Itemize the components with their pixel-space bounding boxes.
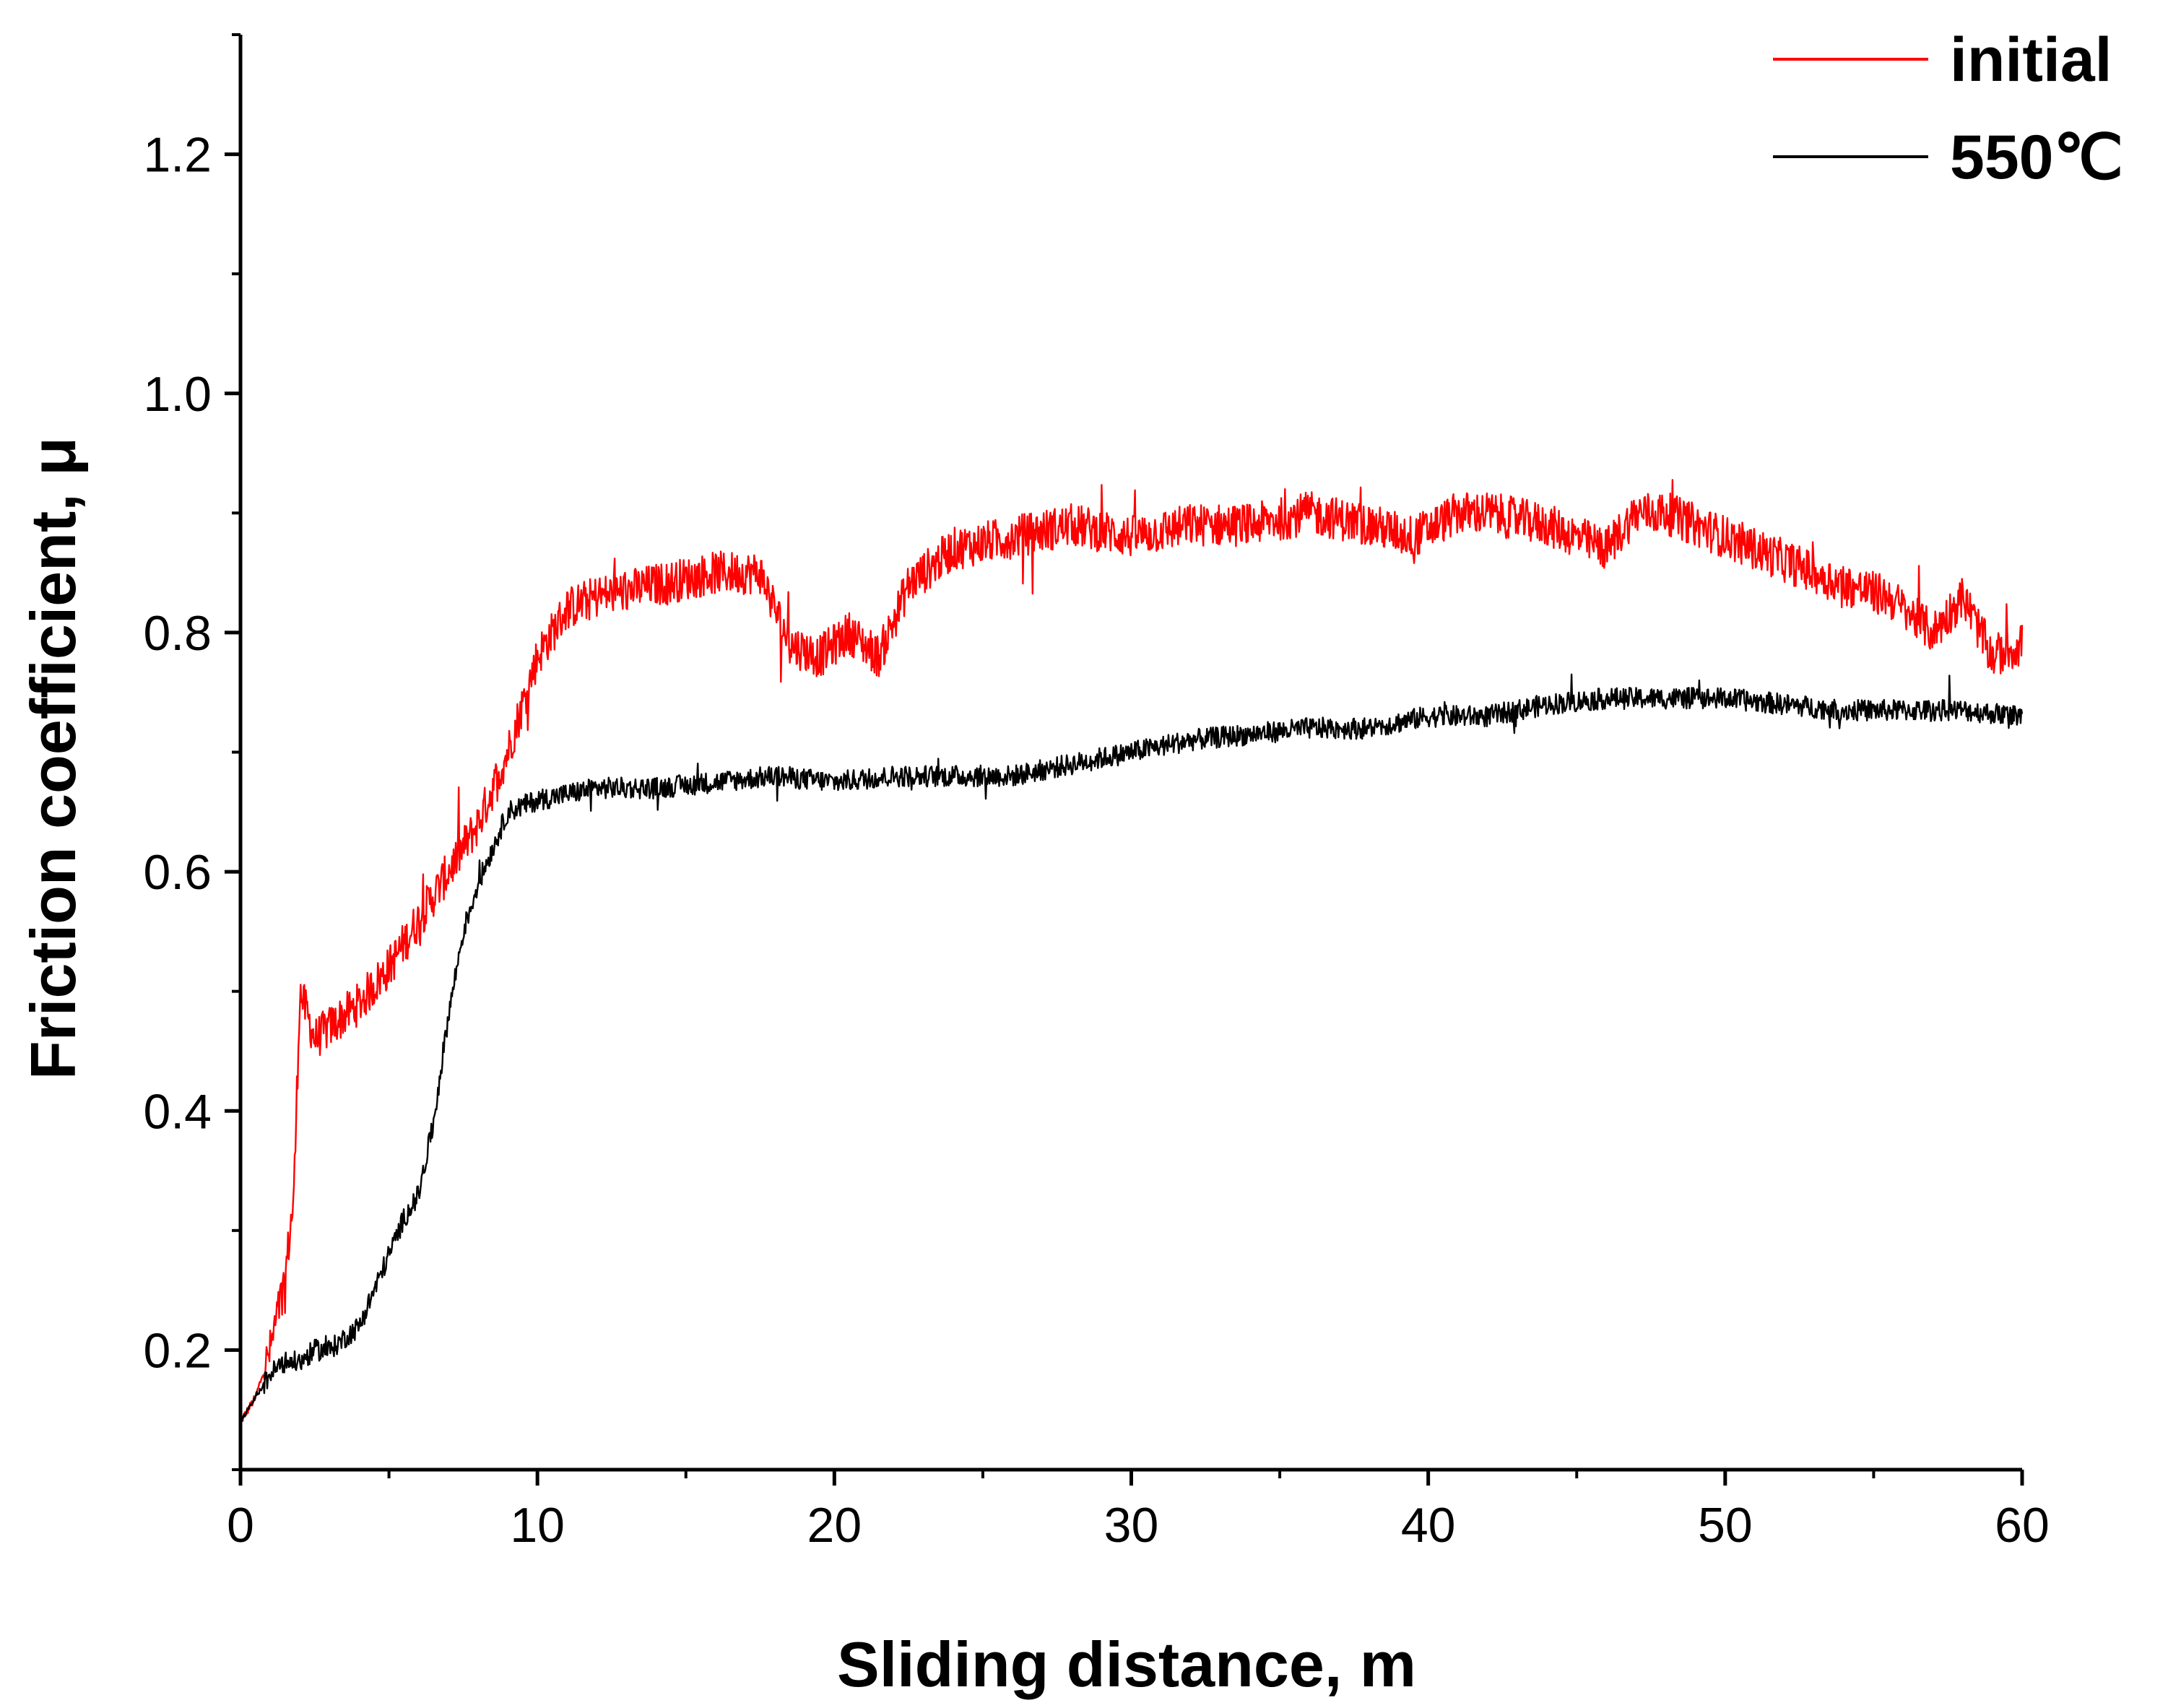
x-tick-label: 60: [1995, 1498, 2050, 1553]
legend-label: 550℃: [1950, 123, 2123, 192]
y-axis-title: Friction coefficient, μ: [17, 437, 89, 1080]
y-tick-label: 0.2: [143, 1323, 212, 1378]
x-tick-label: 50: [1698, 1498, 1753, 1553]
legend-label: initial: [1950, 25, 2112, 95]
series-layer: [239, 479, 2024, 1424]
y-tick-label: 0.6: [143, 845, 212, 900]
x-tick-label: 30: [1104, 1498, 1159, 1553]
x-tick-label: 20: [807, 1498, 862, 1553]
x-tick-label: 40: [1401, 1498, 1456, 1553]
y-tick-label: 1.2: [143, 128, 212, 183]
y-tick-label: 0.4: [143, 1084, 212, 1139]
y-tick-label: 0.8: [143, 606, 212, 661]
x-tick-label: 10: [510, 1498, 565, 1553]
x-tick-label: 0: [227, 1498, 254, 1553]
series-line-initial: [240, 479, 2024, 1422]
legend: initial 550℃: [1773, 25, 2123, 192]
x-axis-title: Sliding distance, m: [837, 1629, 1416, 1700]
y-tick-label: 1.0: [143, 367, 212, 422]
series-line-550c: [239, 673, 2024, 1424]
ticks-layer: 0 10 20 30 40 50 60 0.2 0.4 0.6 0.8 1.0 1.2: [143, 33, 2050, 1553]
